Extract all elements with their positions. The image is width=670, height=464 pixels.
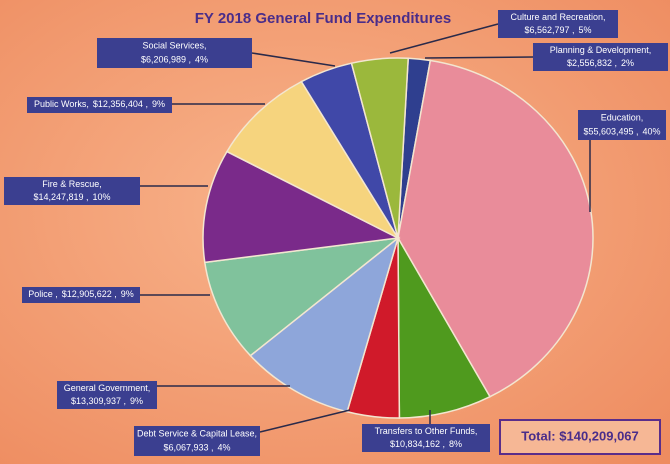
category-label: Planning & Development,	[550, 45, 652, 55]
percent-label: 8%	[449, 439, 462, 449]
slice-label: Social Services,	[142, 41, 206, 51]
label-box	[498, 10, 618, 38]
slice-label: $6,067,933 , 4%	[163, 443, 230, 453]
label-box	[97, 38, 252, 68]
label-box	[22, 287, 140, 303]
pie-slice	[225, 80, 401, 240]
value-label: $13,309,937 ,	[71, 396, 126, 406]
label-box	[134, 426, 260, 456]
leader-line	[251, 52, 336, 67]
pie-slice	[203, 236, 401, 357]
label-box	[362, 424, 490, 452]
slice-label: $13,309,937 , 9%	[71, 396, 143, 406]
slice-label: Culture and Recreation,	[510, 12, 605, 22]
leader-line	[424, 56, 534, 59]
category-label: Social Services,	[142, 41, 206, 51]
category-label: Public Works,	[34, 99, 89, 109]
chart-title: FY 2018 General Fund Expenditures	[195, 10, 451, 27]
value-label: $10,834,162 ,	[390, 439, 445, 449]
percent-label: 4%	[195, 55, 208, 65]
label-box	[27, 97, 172, 113]
slice-label: Police , $12,905,622 , 9%	[28, 289, 134, 299]
category-label: Culture and Recreation,	[510, 12, 605, 22]
label-box	[578, 110, 666, 140]
value-label: $14,247,819 ,	[33, 192, 88, 202]
value-label: $6,562,797 ,	[524, 25, 574, 35]
category-label: Education,	[601, 113, 644, 123]
value-label: $12,356,404 ,	[93, 99, 148, 109]
percent-label: 5%	[579, 25, 592, 35]
pie-slice	[202, 150, 401, 264]
slice-label: Planning & Development,	[550, 45, 652, 55]
slice-label: Fire & Rescue,	[42, 179, 102, 189]
value-label: $6,067,933 ,	[163, 443, 213, 453]
value-label: $55,603,495 ,	[583, 127, 638, 137]
leader-line	[389, 23, 499, 54]
category-label: Transfers to Other Funds,	[375, 426, 478, 436]
category-label: General Government,	[64, 383, 151, 393]
percent-label: 9%	[152, 99, 165, 109]
percent-label: 9%	[130, 396, 143, 406]
total-label: Total: $140,209,067	[521, 428, 639, 443]
pie-slice	[397, 235, 492, 419]
slice-label: $2,556,832 , 2%	[567, 58, 634, 68]
slice-label: $6,562,797 , 5%	[524, 25, 591, 35]
category-label: Police ,	[28, 289, 58, 299]
percent-label: 40%	[643, 127, 661, 137]
value-label: $12,905,622 ,	[62, 289, 117, 299]
value-label: $6,206,989 ,	[141, 55, 191, 65]
slice-label: General Government,	[64, 383, 151, 393]
slice-label: $55,603,495 , 40%	[583, 127, 660, 137]
label-box	[533, 43, 668, 71]
percent-label: 10%	[93, 192, 111, 202]
label-box	[4, 177, 140, 205]
category-label: Fire & Rescue,	[42, 179, 102, 189]
label-box	[57, 381, 157, 409]
slice-label: Debt Service & Capital Lease,	[137, 429, 257, 439]
percent-label: 4%	[218, 443, 231, 453]
leader-line	[259, 409, 351, 433]
pie-slice	[350, 57, 409, 239]
percent-label: 2%	[621, 58, 634, 68]
category-label: Debt Service & Capital Lease,	[137, 429, 257, 439]
slice-label: $10,834,162 , 8%	[390, 439, 462, 449]
pie-slice	[249, 235, 400, 413]
total-box	[499, 419, 661, 455]
slice-label: Education,	[601, 113, 644, 123]
slice-label: Transfers to Other Funds,	[375, 426, 478, 436]
slice-label: $14,247,819 , 10%	[33, 192, 110, 202]
percent-label: 9%	[121, 289, 134, 299]
value-label: $2,556,832 ,	[567, 58, 617, 68]
slice-label: Public Works, $12,356,404 , 9%	[34, 99, 165, 109]
slice-label: $6,206,989 , 4%	[141, 55, 208, 65]
